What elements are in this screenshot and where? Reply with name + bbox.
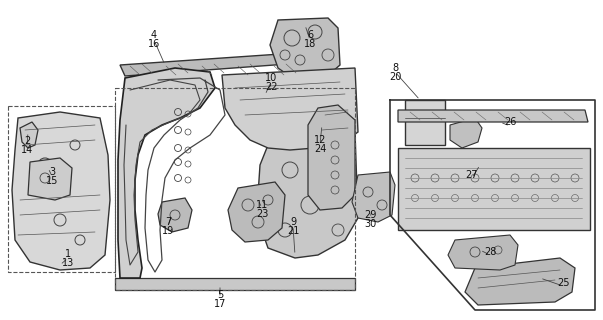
Polygon shape: [120, 52, 315, 76]
Polygon shape: [28, 158, 72, 200]
Text: 5: 5: [217, 290, 223, 300]
Text: 18: 18: [304, 39, 316, 49]
Polygon shape: [258, 132, 358, 258]
Polygon shape: [398, 110, 588, 122]
Text: 2: 2: [24, 136, 30, 146]
Text: 13: 13: [62, 258, 74, 268]
Text: 16: 16: [148, 39, 160, 49]
Polygon shape: [158, 198, 192, 232]
Text: 27: 27: [466, 170, 478, 180]
Text: 4: 4: [151, 30, 157, 40]
Text: 12: 12: [314, 135, 326, 145]
Text: 24: 24: [314, 144, 326, 154]
Text: 6: 6: [307, 30, 313, 40]
Text: 8: 8: [392, 63, 398, 73]
Text: 28: 28: [484, 247, 496, 257]
Text: 19: 19: [162, 226, 174, 236]
Text: 9: 9: [290, 217, 296, 227]
Text: 7: 7: [165, 217, 171, 227]
Polygon shape: [398, 148, 590, 230]
Text: 3: 3: [49, 167, 55, 177]
Text: 15: 15: [46, 176, 58, 186]
Polygon shape: [228, 182, 285, 242]
Polygon shape: [270, 18, 340, 80]
Text: 22: 22: [265, 82, 277, 92]
Polygon shape: [222, 68, 358, 150]
Polygon shape: [12, 112, 110, 270]
Polygon shape: [308, 105, 355, 210]
Text: 29: 29: [364, 210, 376, 220]
Text: 21: 21: [287, 226, 299, 236]
Text: 20: 20: [389, 72, 401, 82]
Polygon shape: [352, 172, 395, 222]
Text: 26: 26: [504, 117, 516, 127]
Text: 11: 11: [256, 200, 268, 210]
Polygon shape: [465, 258, 575, 305]
Text: 14: 14: [21, 145, 33, 155]
Text: 1: 1: [65, 249, 71, 259]
Polygon shape: [118, 68, 215, 278]
Polygon shape: [450, 118, 482, 148]
Polygon shape: [448, 235, 518, 270]
Polygon shape: [20, 122, 38, 148]
Text: 10: 10: [265, 73, 277, 83]
Polygon shape: [405, 100, 445, 145]
Text: 25: 25: [557, 278, 569, 288]
Text: 23: 23: [256, 209, 268, 219]
Polygon shape: [115, 278, 355, 290]
Text: 30: 30: [364, 219, 376, 229]
Text: 17: 17: [214, 299, 226, 309]
